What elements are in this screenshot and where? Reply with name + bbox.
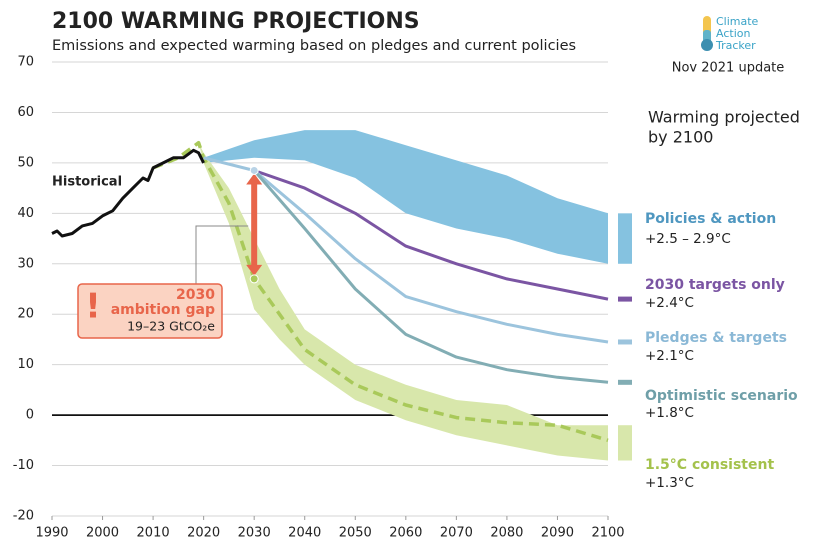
- x-tick-label: 2030: [238, 526, 271, 541]
- arrow-head: [246, 173, 263, 185]
- logo-text: Tracker: [715, 39, 756, 52]
- logo-text: Action: [716, 27, 750, 40]
- x-tick-label: 2080: [490, 526, 523, 541]
- line: [253, 169, 609, 301]
- end-range: [618, 425, 632, 461]
- arrow-head: [246, 264, 263, 276]
- end-marker: [618, 339, 632, 345]
- series-label: Historical: [52, 175, 122, 190]
- legend-warming: +2.1°C: [645, 348, 694, 364]
- x-tick-label: 1990: [35, 526, 68, 541]
- chart-title: 2100 WARMING PROJECTIONS: [52, 9, 420, 34]
- y-tick-label: 20: [17, 307, 34, 322]
- line: [51, 148, 205, 238]
- annotation-icon: !: [85, 287, 101, 327]
- y-tick-label: 70: [17, 55, 34, 70]
- end-marker: [618, 379, 632, 385]
- y-tick-label: 10: [17, 357, 34, 372]
- legend-warming: +2.5 – 2.9°C: [645, 231, 731, 247]
- y-tick-label: -10: [13, 458, 34, 473]
- annotation-box: [77, 283, 223, 339]
- x-tick-label: 2020: [187, 526, 220, 541]
- legend-title: Warming projected: [648, 108, 800, 127]
- y-tick-label: 30: [17, 256, 34, 271]
- legend-warming: +2.4°C: [645, 295, 694, 311]
- y-tick-label: 50: [17, 155, 34, 170]
- line: [152, 140, 609, 442]
- line: [203, 156, 609, 344]
- legend-title: by 2100: [648, 128, 713, 147]
- legend-name: Policies & action: [645, 211, 776, 227]
- update-note: Nov 2021 update: [672, 61, 785, 76]
- x-tick-label: 2000: [86, 526, 119, 541]
- legend-name: 1.5°C consistent: [645, 457, 774, 473]
- x-tick-label: 2010: [137, 526, 170, 541]
- end-marker: [618, 296, 632, 302]
- band: [153, 142, 608, 461]
- x-tick-label: 2060: [389, 526, 422, 541]
- y-tick-label: 60: [17, 105, 34, 120]
- x-tick-label: 2050: [339, 526, 372, 541]
- logo: Climate Action Tracker: [701, 15, 759, 52]
- marker: [249, 165, 259, 175]
- marker: [249, 274, 259, 284]
- legend-name: 2030 targets only: [645, 277, 785, 293]
- y-tick-label: 40: [17, 206, 34, 221]
- legend-warming: +1.8°C: [645, 405, 694, 421]
- end-range: [618, 213, 632, 264]
- x-tick-label: 2090: [541, 526, 574, 541]
- legend-warming: +1.3°C: [645, 475, 694, 491]
- band: [203, 130, 608, 264]
- legend-name: Pledges & targets: [645, 330, 787, 346]
- x-tick-label: 2070: [440, 526, 473, 541]
- y-tick-label: -20: [13, 509, 34, 524]
- annotation-label: ambition gap: [111, 302, 215, 318]
- logo-bulb: [701, 39, 713, 51]
- chart-subtitle: Emissions and expected warming based on …: [52, 38, 576, 54]
- x-tick-label: 2100: [591, 526, 624, 541]
- line: [253, 169, 609, 384]
- annotation-range: 19–23 GtCO₂e: [127, 319, 215, 334]
- annotation-year: 2030: [176, 287, 215, 303]
- connector: [195, 225, 249, 284]
- logo-text: Climate: [716, 15, 759, 28]
- legend-name: Optimistic scenario: [645, 388, 798, 404]
- y-tick-label: 0: [26, 408, 34, 423]
- x-tick-label: 2040: [288, 526, 321, 541]
